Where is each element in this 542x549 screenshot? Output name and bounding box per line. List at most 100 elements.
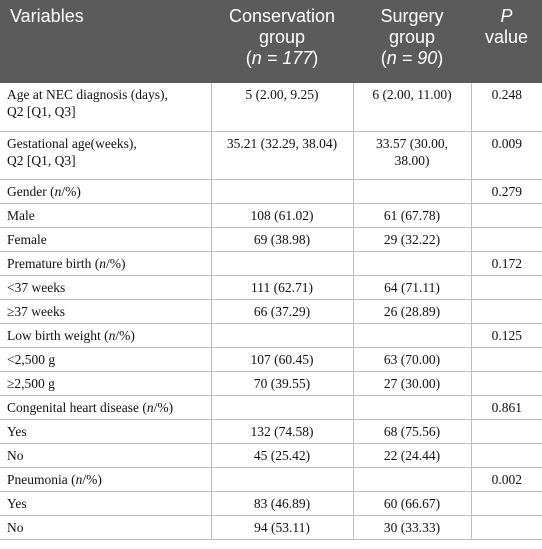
conservation-cell: 45 (25.42) [210, 442, 354, 468]
variable-label: Male [7, 207, 35, 223]
p-value-cell: 0.172 [470, 250, 542, 276]
surgery-value-line1: 33.57 (30.00, [376, 135, 448, 151]
variable-unit: n [54, 183, 62, 199]
header-surgery-line2: group [388, 27, 436, 47]
conservation-cell: 111 (62.71) [210, 274, 354, 300]
p-value-cell [470, 274, 542, 300]
table-row: Low birth weight (n/%) 0.125 [0, 322, 542, 348]
variable-label: Low birth weight [7, 327, 101, 343]
variable-unit-suffix: /%) [115, 327, 135, 343]
conservation-cell: 66 (37.29) [210, 298, 354, 324]
header-conservation-line1: Conservation [228, 6, 336, 26]
p-value-cell [470, 490, 542, 516]
table-row: Gender (n/%) 0.279 [0, 178, 542, 204]
variable-cell: Age at NEC diagnosis (days), Q2 [Q1, Q3] [0, 83, 212, 132]
variable-label: Female [7, 231, 47, 247]
surgery-cell: 26 (28.89) [352, 298, 472, 324]
surgery-value: 22 (24.44) [383, 447, 441, 463]
conservation-cell [210, 394, 354, 420]
table-row: Pneumonia (n/%) 0.002 [0, 466, 542, 492]
variable-unit-suffix: /%) [61, 183, 81, 199]
p-value-cell [470, 514, 542, 540]
variable-cell: No [0, 514, 212, 540]
p-value: 0.009 [491, 135, 522, 151]
conservation-value: 108 (61.02) [250, 207, 314, 223]
surgery-cell: 60 (66.67) [352, 490, 472, 516]
surgery-cell: 63 (70.00) [352, 346, 472, 372]
table-row: Premature birth (n/%) 0.172 [0, 250, 542, 276]
surgery-cell: 29 (32.22) [352, 226, 472, 252]
conservation-cell [210, 322, 354, 348]
conservation-value: 83 (46.89) [253, 495, 311, 511]
conservation-cell [210, 178, 354, 204]
surgery-cell: 33.57 (30.00, 38.00) [352, 130, 472, 180]
variable-label: No [7, 519, 24, 535]
conservation-cell: 83 (46.89) [210, 490, 354, 516]
surgery-value: 61 (67.78) [383, 207, 441, 223]
header-row: Variables Conservation group (n = 177) S… [0, 0, 542, 83]
variable-cell: Yes [0, 490, 212, 516]
p-value-cell: 0.125 [470, 322, 542, 348]
p-value-cell [470, 346, 542, 372]
variable-cell: <2,500 g [0, 346, 212, 372]
conservation-value: 66 (37.29) [253, 303, 311, 319]
surgery-cell [352, 250, 472, 276]
variable-unit: n [75, 471, 83, 487]
surgery-value: 29 (32.22) [383, 231, 441, 247]
variable-label: <2,500 g [7, 351, 56, 367]
surgery-cell: 30 (33.33) [352, 514, 472, 540]
variable-label: No [7, 447, 24, 463]
p-value: 0.279 [491, 183, 522, 199]
table-row: ≥37 weeks 66 (37.29) 26 (28.89) [0, 298, 542, 324]
p-value-cell: 0.279 [470, 178, 542, 204]
variable-unit: n [146, 399, 154, 415]
header-variables: Variables [0, 0, 211, 83]
table-row: No 45 (25.42) 22 (24.44) [0, 442, 542, 468]
conservation-value: 69 (38.98) [253, 231, 311, 247]
table-row: Female 69 (38.98) 29 (32.22) [0, 226, 542, 252]
variable-label: ≥37 weeks [7, 303, 66, 319]
variable-cell: Yes [0, 418, 212, 444]
surgery-value: 63 (70.00) [383, 351, 441, 367]
variable-cell: <37 weeks [0, 274, 212, 300]
surgery-value-line1: 6 (2.00, 11.00) [372, 87, 452, 102]
p-value: 0.125 [491, 327, 522, 343]
surgery-value: 27 (30.00) [383, 375, 441, 391]
variable-cell: No [0, 442, 212, 468]
variable-label: Pneumonia [7, 471, 68, 487]
variable-cell: ≥37 weeks [0, 298, 212, 324]
p-value-cell [470, 202, 542, 228]
conservation-value: 45 (25.42) [253, 447, 311, 463]
p-value-cell [470, 442, 542, 468]
surgery-value: 30 (33.33) [383, 519, 441, 535]
conservation-cell [210, 466, 354, 492]
variable-label-line1: Age at NEC diagnosis (days), [7, 87, 168, 102]
header-surgery-line1: Surgery [380, 6, 444, 26]
surgery-cell: 27 (30.00) [352, 370, 472, 396]
conservation-cell [210, 250, 354, 276]
variable-label: <37 weeks [7, 279, 66, 295]
surgery-value: 68 (75.56) [383, 423, 441, 439]
table-row: Yes 132 (74.58) 68 (75.56) [0, 418, 542, 444]
variable-unit-suffix: /%) [82, 471, 102, 487]
variable-unit: n [99, 255, 106, 271]
variable-label: ≥2,500 g [7, 375, 55, 391]
conservation-cell: 70 (39.55) [210, 370, 354, 396]
header-p-word: value [484, 27, 529, 47]
p-value-cell: 0.002 [470, 466, 542, 492]
variable-cell: Congenital heart disease (n/%) [0, 394, 212, 420]
variable-cell: Male [0, 202, 212, 228]
p-value-cell: 0.009 [470, 130, 542, 180]
table-row: ≥2,500 g 70 (39.55) 27 (30.00) [0, 370, 542, 396]
conservation-value: 107 (60.45) [250, 351, 314, 367]
surgery-cell [352, 322, 472, 348]
table-row: Age at NEC diagnosis (days), Q2 [Q1, Q3] 5… [0, 83, 542, 132]
conservation-cell: 35.21 (32.29, 38.04) [210, 130, 354, 180]
header-surgery-n: n = 90 [386, 48, 438, 68]
p-value-cell [470, 298, 542, 324]
surgery-cell [352, 466, 472, 492]
variable-cell: Gender (n/%) [0, 178, 212, 204]
variable-label-line1: Gestational age(weeks), [7, 135, 137, 151]
header-surgery-group: Surgery group (n = 90) [353, 0, 471, 83]
